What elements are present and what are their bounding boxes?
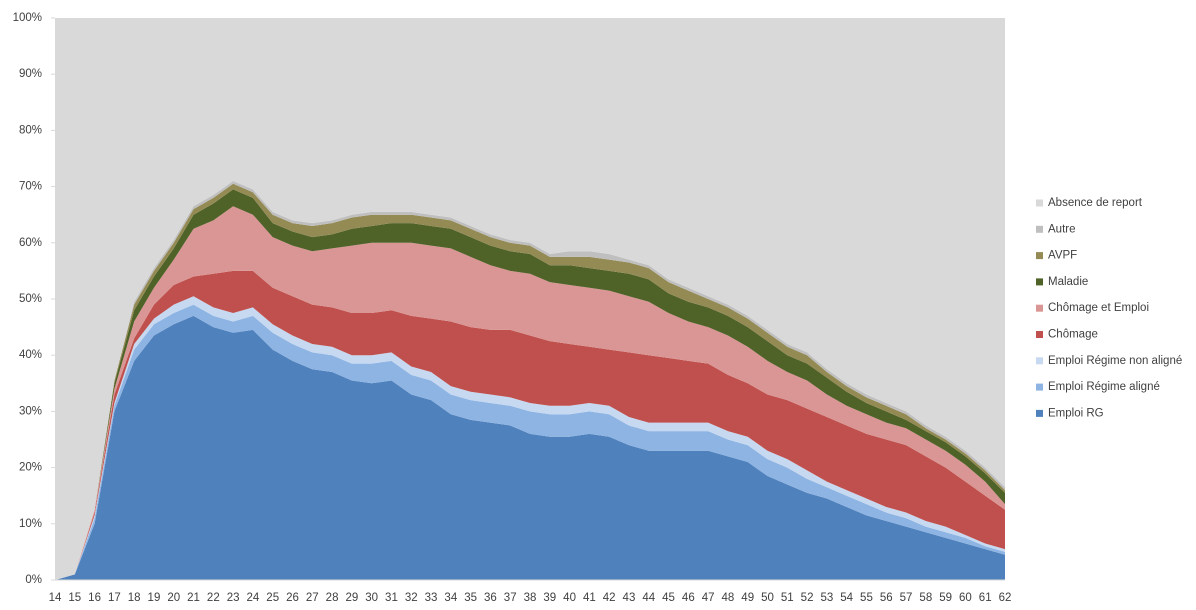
x-tick-label: 55: [860, 592, 873, 604]
legend-label: Emploi Régime non aligné: [1048, 355, 1182, 367]
legend-swatch: [1036, 304, 1043, 312]
x-tick-label: 43: [623, 592, 636, 604]
x-tick-label: 53: [820, 592, 833, 604]
x-tick-label: 58: [919, 592, 932, 604]
x-tick-label: 47: [702, 592, 715, 604]
legend-label: Maladie: [1048, 276, 1088, 288]
x-tick-label: 61: [979, 592, 992, 604]
x-tick-label: 22: [207, 592, 220, 604]
x-tick-label: 28: [326, 592, 339, 604]
x-tick-label: 21: [187, 592, 200, 604]
x-tick-label: 42: [603, 592, 616, 604]
x-tick-label: 38: [524, 592, 537, 604]
legend-label: Chômage: [1048, 329, 1098, 341]
area: [55, 189, 1005, 580]
y-tick-label: 100%: [13, 12, 42, 24]
x-tick-label: 31: [385, 592, 398, 604]
y-tick-label: 40%: [19, 349, 42, 361]
y-tick-label: 50%: [19, 293, 42, 305]
area: [55, 18, 1005, 580]
x-tick-label: 57: [900, 592, 913, 604]
x-tick-label: 62: [999, 592, 1012, 604]
x-tick-label: 35: [464, 592, 477, 604]
x-tick-label: 49: [741, 592, 754, 604]
legend-swatch: [1036, 225, 1043, 233]
x-tick-label: 59: [939, 592, 952, 604]
x-tick-label: 51: [781, 592, 794, 604]
x-tick-label: 41: [583, 592, 596, 604]
x-tick-label: 39: [543, 592, 556, 604]
x-tick-label: 26: [286, 592, 299, 604]
area: [55, 315, 1005, 580]
x-tick-label: 16: [88, 592, 101, 604]
x-tick-label: 34: [444, 592, 457, 604]
x-tick-label: 17: [108, 592, 121, 604]
legend-label: AVPF: [1048, 250, 1077, 262]
y-tick-label: 10%: [19, 518, 42, 530]
x-tick-label: 45: [662, 592, 675, 604]
x-tick-label: 15: [68, 592, 81, 604]
y-tick-label: 70%: [19, 181, 42, 193]
x-tick-label: 25: [266, 592, 279, 604]
x-tick-label: 14: [49, 592, 62, 604]
x-tick-label: 52: [801, 592, 814, 604]
legend-swatch: [1036, 252, 1043, 260]
x-tick-label: 44: [642, 592, 655, 604]
x-tick-label: 33: [425, 592, 438, 604]
y-tick-label: 20%: [19, 462, 42, 474]
legend-swatch: [1036, 278, 1043, 286]
x-tick-label: 50: [761, 592, 774, 604]
area: [55, 206, 1005, 580]
legend-swatch: [1036, 331, 1043, 338]
y-tick-label: 30%: [19, 405, 42, 417]
x-tick-label: 20: [167, 592, 180, 604]
x-tick-label: 40: [563, 592, 576, 604]
x-tick-label: 37: [504, 592, 517, 604]
legend-label: Autre: [1048, 223, 1076, 235]
area: [55, 270, 1005, 580]
x-tick-label: 19: [148, 592, 161, 604]
x-tick-label: 27: [306, 592, 319, 604]
legend-label: Emploi Régime aligné: [1048, 381, 1160, 393]
legend-swatch: [1036, 199, 1043, 207]
area: [55, 296, 1005, 580]
area: [55, 304, 1005, 580]
x-tick-label: 56: [880, 592, 893, 604]
y-tick-label: 90%: [19, 68, 42, 80]
y-tick-label: 0%: [25, 574, 42, 586]
x-tick-label: 48: [722, 592, 735, 604]
legend-label: Emploi RG: [1048, 407, 1104, 419]
x-tick-label: 54: [840, 592, 853, 604]
x-tick-label: 60: [959, 592, 972, 604]
y-tick-label: 80%: [19, 124, 42, 136]
x-tick-label: 46: [682, 592, 695, 604]
x-tick-label: 30: [365, 592, 378, 604]
legend-swatch: [1036, 409, 1043, 417]
x-tick-label: 23: [227, 592, 240, 604]
x-tick-label: 32: [405, 592, 418, 604]
legend-swatch: [1036, 357, 1043, 365]
x-tick-label: 29: [345, 592, 358, 604]
y-tick-label: 60%: [19, 237, 42, 249]
x-tick-label: 24: [247, 592, 260, 604]
x-tick-label: 18: [128, 592, 141, 604]
x-tick-label: 36: [484, 592, 497, 604]
legend-label: Chômage et Emploi: [1048, 302, 1149, 314]
legend-label: Absence de report: [1048, 197, 1143, 209]
legend-swatch: [1036, 383, 1043, 391]
